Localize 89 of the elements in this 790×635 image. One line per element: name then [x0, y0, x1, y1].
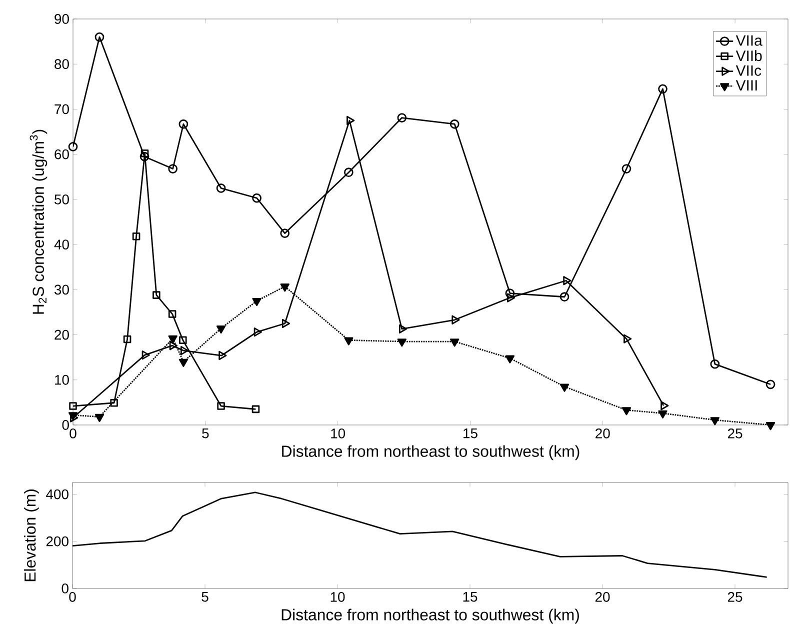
point: [252, 405, 260, 414]
point: [178, 358, 188, 368]
point: [94, 32, 104, 42]
x-tick-label: 10: [331, 428, 346, 438]
point: [180, 346, 189, 356]
y-axis-title: Elevation (m): [24, 490, 39, 582]
x-axis-title: Distance from northeast to southwest (km): [282, 608, 579, 624]
point: [344, 168, 354, 178]
point: [344, 337, 354, 346]
point: [252, 298, 262, 306]
y-tick-label: 90: [54, 14, 69, 24]
point: [710, 417, 720, 426]
y-tick-label: 10: [55, 374, 69, 385]
point: [94, 414, 104, 422]
x-tick-label: 20: [596, 428, 610, 438]
point: [450, 338, 460, 347]
point: [346, 116, 355, 126]
x-tick-label: 5: [202, 592, 208, 602]
point: [658, 410, 668, 418]
line-series: [72, 492, 768, 578]
point: [142, 350, 150, 360]
x-tick-label: 20: [595, 592, 610, 602]
point: [169, 341, 178, 350]
point: [252, 193, 262, 203]
y-tick-label: 40: [54, 240, 69, 250]
point: [280, 228, 290, 238]
point: [505, 288, 515, 298]
point: [563, 276, 572, 286]
point: [560, 384, 570, 392]
legend-label: VIIb: [736, 50, 762, 62]
point: [168, 310, 176, 318]
point: [450, 119, 460, 129]
x-tick-label: 0: [70, 428, 76, 438]
point: [624, 334, 632, 344]
point: [766, 380, 776, 390]
point: [766, 422, 776, 430]
point: [560, 292, 570, 302]
legend-label: VIIc: [736, 65, 762, 76]
y-tick-label: 70: [54, 104, 69, 114]
x-tick-label: 15: [463, 592, 478, 602]
point: [398, 324, 408, 334]
x-axis-title: Distance from northeast to southwest (km): [282, 445, 580, 460]
point: [168, 164, 178, 174]
point: [152, 291, 160, 299]
point: [179, 336, 187, 344]
y-tick-label: 20: [54, 330, 69, 340]
point: [397, 113, 407, 122]
y-tick-label: 80: [54, 59, 69, 70]
point: [452, 315, 460, 324]
y-tick-label: 60: [54, 149, 69, 160]
x-tick-label: 25: [728, 428, 742, 438]
point: [168, 335, 178, 344]
point: [280, 284, 290, 292]
x-tick-label: 5: [202, 428, 209, 438]
point: [68, 142, 78, 152]
point: [218, 350, 227, 360]
y-tick-label: 0: [62, 420, 69, 430]
y-tick-label: 50: [54, 194, 69, 204]
point: [140, 152, 150, 162]
point: [216, 326, 226, 334]
x-tick-label: 10: [330, 592, 345, 602]
point: [622, 164, 632, 174]
y-tick-label: 30: [54, 284, 69, 295]
x-tick-label: 25: [728, 592, 742, 602]
point: [660, 401, 669, 410]
point: [110, 398, 118, 407]
point: [216, 183, 226, 193]
legend-label: VIII: [736, 80, 757, 90]
legend-label: VIIa: [736, 35, 762, 46]
y-tick-label: 400: [46, 489, 68, 500]
point: [69, 402, 77, 410]
x-tick-label: 0: [69, 592, 76, 602]
point: [132, 232, 140, 240]
point: [254, 327, 262, 337]
point: [710, 359, 720, 369]
point: [397, 338, 406, 347]
point: [507, 293, 516, 302]
point: [622, 407, 632, 416]
point: [217, 402, 225, 410]
point: [505, 355, 515, 364]
point: [282, 318, 290, 328]
y-axis-title: H$_{2}$S concentration (ug/m$^{3}$): [30, 130, 48, 314]
x-tick-label: 15: [464, 428, 478, 438]
y-tick-label: 0: [62, 584, 68, 594]
point: [658, 84, 668, 94]
point: [178, 119, 188, 129]
y-tick-label: 200: [46, 536, 68, 546]
point: [123, 335, 132, 344]
point: [140, 150, 149, 158]
